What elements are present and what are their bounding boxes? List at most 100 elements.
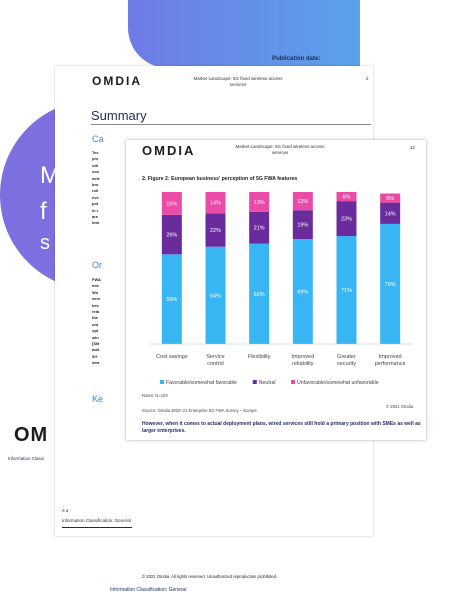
page2-col1-line: con (92, 169, 100, 175)
bar-segment (292, 239, 313, 344)
chart-copyright: © 2021 Omdia (386, 404, 414, 409)
category-tick-label: Improved (291, 354, 314, 360)
bar-segment (336, 192, 357, 202)
bar-segment (249, 211, 270, 244)
category-tick-label: Flexibility (248, 354, 271, 360)
category-tick-label: control (207, 361, 224, 367)
bar-data-label: 6% (386, 196, 394, 202)
page2-col2-line: mic (92, 283, 99, 289)
legend-label: Unfavorable/somewhat unfavorable (297, 380, 379, 386)
page2-page-number: 2 (366, 76, 369, 81)
page2-info-classification: Information Classification: General (62, 518, 131, 523)
page2-side-heading-3: Ke (92, 394, 104, 404)
bar-segment (161, 214, 182, 255)
bar-segment (292, 192, 313, 211)
bar-data-label: 22% (210, 228, 221, 234)
body-paragraph: However, when it comes to actual deploym… (142, 421, 421, 434)
bar-data-label: 26% (166, 233, 177, 239)
bar-segment (380, 193, 401, 203)
page2-header-title: Market Landscape: 5G fixed wireless acce… (193, 76, 283, 87)
page2-footer-rule (62, 527, 132, 528)
legend-label: Neutral (259, 380, 276, 386)
category-tick-label: Greater (337, 354, 356, 360)
bar-data-label: 69% (297, 290, 308, 296)
page2-col2-line: stra (92, 360, 100, 366)
bar-data-label: 12% (297, 199, 308, 205)
category-tick-label: Service (206, 354, 224, 360)
page2-col2-line: bee (92, 302, 99, 308)
page2-side-heading-2: Or (92, 260, 102, 270)
bar-segment (249, 192, 270, 212)
page2-col1-line: pre (92, 156, 99, 162)
bar-data-label: 6% (343, 195, 351, 201)
page2-col1-line: eve (92, 194, 99, 200)
cover-letter-2: f (40, 198, 47, 225)
category-tick-label: security (337, 361, 356, 367)
chart-source: Source: Omdia 2020–21 Enterprise 5G FWA … (142, 408, 257, 413)
page2-col2-line: Wo (92, 289, 99, 295)
page2-col1-line: in t (92, 207, 98, 213)
page2-col1-line: oth (92, 162, 99, 168)
page2-col1-line: are (92, 214, 99, 220)
page2-title-rule (91, 124, 371, 125)
bar-data-label: 23% (341, 217, 352, 223)
page2-col2-line: the (92, 315, 98, 321)
legend-swatch (252, 380, 257, 384)
page3-logo: OMDIA (142, 143, 196, 158)
figure-title: 2. Figure 2: European business' percepti… (142, 176, 298, 182)
chart-notes: Notes: N=103 (142, 393, 168, 398)
bar-data-label: 71% (341, 288, 352, 294)
bar-segment (205, 192, 226, 214)
page2-col2-line: [SM (92, 341, 100, 347)
publication-date-label: Publication date: (272, 56, 321, 62)
legend-swatch (291, 380, 295, 384)
page2-col2-line: opt (92, 328, 99, 334)
bar-segment (336, 236, 357, 344)
bar-data-label: 59% (166, 297, 177, 303)
page2-col1-line: Tec (92, 150, 99, 155)
bar-segment (292, 210, 313, 240)
bar-data-label: 14% (385, 211, 396, 217)
cover-logo: OM (14, 424, 49, 446)
cover-info-classification: Information Classi (8, 456, 45, 461)
bar-data-label: 15% (166, 201, 177, 207)
page2-col2-line: FWA (92, 277, 101, 282)
page2-logo: OMDIA (92, 74, 142, 88)
bar-segment (205, 213, 226, 247)
page2-text-column-1: Tec pre oth con sele bro roll eve pot in t are into (92, 150, 100, 227)
bar-segment (161, 254, 182, 344)
page2-section-title: Summary (91, 108, 147, 123)
page2-col2-line: 5G (92, 353, 98, 359)
page2-col2-line: unt (92, 321, 99, 327)
legend-label: Favorable/somewhat favorable (166, 380, 237, 386)
category-tick-label: Improved (379, 354, 402, 360)
cover-letter-3: s (40, 232, 50, 254)
bar-segment (380, 202, 401, 224)
page2-col2-line: rela (92, 309, 100, 315)
footer-copyright: © 2021 Omdia. All rights reserved. Unaut… (142, 574, 278, 579)
bar-segment (205, 246, 226, 344)
page2-col2-line: add (92, 347, 100, 353)
page2-col2-line: win (92, 334, 99, 340)
cover-gradient-banner (128, 0, 360, 68)
category-tick-label: Cost savings (156, 354, 188, 360)
bar-data-label: 13% (254, 200, 265, 206)
bar-data-label: 64% (210, 293, 221, 299)
category-tick-label: reliability (292, 361, 314, 367)
page2-col2-line: serv (92, 296, 101, 302)
page2-side-heading-1: Ca (92, 134, 104, 144)
page2-col1-line: pot (92, 201, 99, 207)
bar-segment (161, 192, 182, 215)
footer-info-classification: Information Classification: General (110, 587, 187, 593)
page2-text-column-2: FWA mic Wo serv bee rela the unt opt win [SM add 5G s… (92, 277, 101, 367)
page3-page-number: 12 (410, 145, 416, 150)
bar-data-label: 79% (385, 282, 396, 288)
bar-data-label: 21% (254, 226, 265, 232)
page2-col1-line: roll (92, 188, 99, 194)
page2-col1-line: bro (92, 182, 99, 188)
legend-swatch (160, 380, 164, 384)
bar-data-label: 66% (254, 292, 265, 298)
bar-segment (336, 201, 357, 237)
page2-col1-line: sele (92, 175, 100, 181)
category-tick-label: performance (375, 361, 406, 367)
